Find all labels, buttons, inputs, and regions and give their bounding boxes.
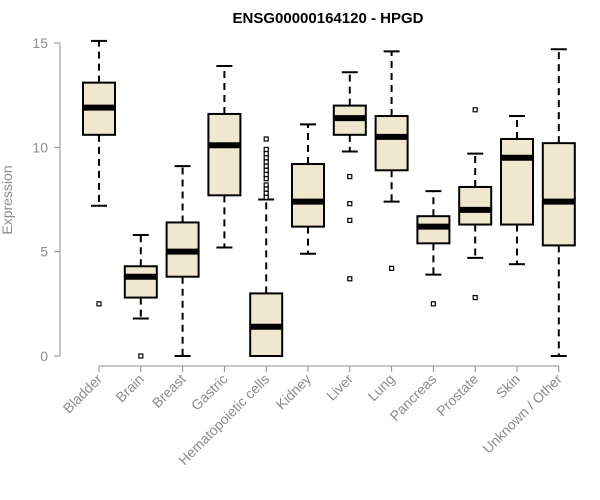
- box-kidney: [291, 123, 325, 255]
- outlier-point: [347, 201, 353, 207]
- outlier-point: [263, 150, 269, 157]
- box-lung: [374, 50, 409, 271]
- y-axis-label: Expression: [0, 165, 15, 234]
- iqr-box: [541, 142, 576, 247]
- iqr-box: [207, 112, 242, 197]
- box-group: [82, 39, 576, 359]
- iqr-box: [500, 137, 534, 226]
- outlier-point: [472, 294, 478, 301]
- iqr-box: [416, 215, 451, 245]
- outlier-point: [263, 163, 269, 169]
- box-unknown-other: [541, 48, 576, 357]
- outlier-point: [430, 301, 436, 307]
- box-bladder: [82, 39, 116, 307]
- box-hematopoietic-cells: [249, 136, 284, 357]
- x-tick-label: Unknown / Other: [479, 371, 565, 457]
- box-gastric: [207, 64, 242, 249]
- chart-title: ENSG00000164120 - HPGD: [233, 10, 424, 27]
- x-tick-label: Liver: [323, 371, 356, 404]
- x-tick-label: Breast: [149, 371, 189, 411]
- outlier-point: [347, 276, 353, 282]
- box-liver: [332, 71, 367, 282]
- outlier-point: [263, 167, 269, 173]
- iqr-box: [123, 265, 158, 299]
- iqr-box: [458, 185, 493, 226]
- outlier-point: [263, 171, 269, 178]
- y-tick-label: 15: [32, 35, 48, 51]
- outlier-point: [263, 182, 269, 188]
- y-tick-label: 5: [40, 244, 48, 260]
- outlier-point: [263, 190, 269, 196]
- y-tick-label: 0: [40, 348, 48, 364]
- y-axis: 0 5 10 15: [32, 35, 61, 364]
- outlier-point: [263, 155, 269, 161]
- box-breast: [165, 165, 200, 357]
- outlier-point: [347, 173, 353, 180]
- outlier-point: [96, 301, 102, 307]
- box-prostate: [458, 107, 493, 301]
- x-tick-label: Skin: [493, 371, 524, 402]
- box-pancreas: [416, 190, 451, 307]
- outlier-point: [138, 353, 144, 359]
- outlier-point: [389, 265, 395, 271]
- outlier-point: [263, 186, 269, 192]
- outlier-point: [263, 194, 269, 201]
- outlier-point: [263, 146, 269, 153]
- outlier-point: [263, 176, 269, 182]
- box-skin: [500, 115, 534, 266]
- x-tick-label: Kidney: [273, 371, 315, 413]
- x-tick-label: Prostate: [433, 371, 481, 419]
- y-tick-label: 10: [32, 139, 48, 155]
- iqr-box: [291, 163, 325, 228]
- outlier-point: [263, 136, 269, 142]
- x-tick-label: Lung: [364, 371, 397, 404]
- iqr-box: [374, 115, 409, 172]
- outlier-point: [347, 217, 353, 223]
- box-brain: [123, 233, 158, 359]
- x-tick-label: Brain: [112, 371, 146, 405]
- outlier-point: [472, 107, 478, 113]
- x-tick-label: Bladder: [60, 371, 106, 417]
- outlier-point: [263, 159, 269, 165]
